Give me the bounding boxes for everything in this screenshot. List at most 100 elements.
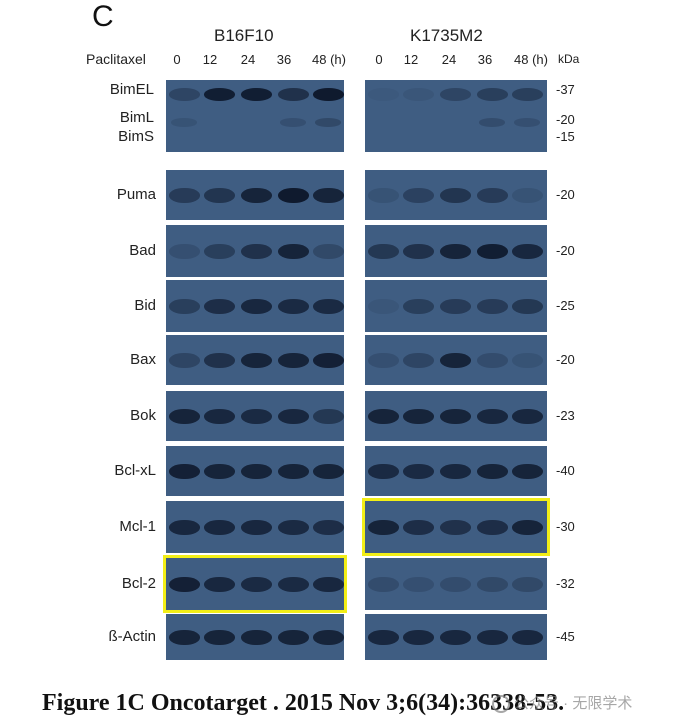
wechat-logo-icon bbox=[492, 695, 510, 714]
band bbox=[240, 408, 272, 424]
protein-label: BimL bbox=[119, 109, 154, 126]
timepoint-label: 48 (h) bbox=[514, 52, 548, 67]
band bbox=[203, 243, 235, 259]
protein-label: Bax bbox=[130, 351, 156, 368]
band bbox=[402, 408, 434, 424]
band bbox=[277, 576, 309, 592]
band bbox=[476, 576, 508, 592]
mw-marker: -25 bbox=[556, 298, 575, 313]
band bbox=[312, 187, 344, 203]
band bbox=[367, 352, 399, 368]
band bbox=[511, 243, 543, 259]
band bbox=[511, 519, 543, 535]
band bbox=[312, 352, 344, 368]
band bbox=[240, 352, 272, 368]
band bbox=[312, 463, 344, 479]
protein-label: Mcl-1 bbox=[119, 518, 156, 535]
band bbox=[402, 576, 434, 592]
band bbox=[367, 576, 399, 592]
band bbox=[511, 576, 543, 592]
protein-label: Bid bbox=[134, 297, 156, 314]
band bbox=[168, 243, 200, 259]
blot-actin-b16f10 bbox=[166, 614, 344, 660]
band bbox=[367, 629, 399, 645]
timepoint-label: 12 bbox=[202, 52, 218, 67]
band bbox=[439, 463, 471, 479]
kda-header: kDa bbox=[558, 52, 580, 66]
band bbox=[439, 352, 471, 368]
band bbox=[439, 576, 471, 592]
timepoint-label: 48 (h) bbox=[312, 52, 346, 67]
band bbox=[312, 243, 344, 259]
timepoint-label: 12 bbox=[403, 52, 419, 67]
blot-bcl-2-b16f10 bbox=[166, 558, 344, 610]
band bbox=[240, 629, 272, 645]
blot-bok-b16f10 bbox=[166, 391, 344, 441]
band bbox=[476, 352, 508, 368]
band bbox=[367, 298, 399, 314]
band bbox=[277, 87, 309, 101]
protein-label: Bcl-2 bbox=[121, 575, 156, 592]
band bbox=[439, 519, 471, 535]
band bbox=[312, 519, 344, 535]
band bbox=[476, 298, 508, 314]
band bbox=[479, 117, 505, 127]
protein-label: BimS bbox=[118, 128, 154, 145]
band bbox=[511, 187, 543, 203]
band bbox=[312, 408, 344, 424]
protein-label: BimEL bbox=[109, 81, 154, 98]
mw-marker: -23 bbox=[556, 408, 575, 423]
band bbox=[511, 352, 543, 368]
mw-marker: -20 bbox=[556, 112, 575, 127]
blot-bcl-xl-b16f10 bbox=[166, 446, 344, 496]
band bbox=[168, 519, 200, 535]
band bbox=[280, 117, 306, 127]
band bbox=[277, 519, 309, 535]
band bbox=[277, 408, 309, 424]
band bbox=[402, 352, 434, 368]
band bbox=[277, 629, 309, 645]
band bbox=[203, 629, 235, 645]
band bbox=[367, 87, 399, 101]
band bbox=[511, 87, 543, 101]
mw-marker: -45 bbox=[556, 629, 575, 644]
blot-mcl-1-k1735m2 bbox=[365, 501, 547, 553]
band bbox=[476, 187, 508, 203]
band bbox=[402, 243, 434, 259]
band bbox=[203, 87, 235, 101]
band bbox=[277, 298, 309, 314]
highlight-box bbox=[163, 555, 347, 613]
timepoint-label: 36 bbox=[477, 52, 493, 67]
protein-label: Bcl-xL bbox=[114, 462, 156, 479]
band bbox=[168, 463, 200, 479]
band bbox=[476, 629, 508, 645]
band bbox=[168, 298, 200, 314]
band bbox=[439, 187, 471, 203]
mw-marker: -32 bbox=[556, 576, 575, 591]
band bbox=[203, 352, 235, 368]
treatment-label: Paclitaxel bbox=[86, 51, 146, 67]
band bbox=[439, 87, 471, 101]
band bbox=[511, 629, 543, 645]
mw-marker: -37 bbox=[556, 82, 575, 97]
blot-bad-k1735m2 bbox=[365, 225, 547, 277]
mw-marker: -20 bbox=[556, 352, 575, 367]
band bbox=[168, 87, 200, 101]
blot-bad-b16f10 bbox=[166, 225, 344, 277]
band bbox=[476, 408, 508, 424]
band bbox=[171, 117, 197, 127]
band bbox=[367, 463, 399, 479]
protein-label: ß-Actin bbox=[108, 628, 156, 645]
band bbox=[240, 463, 272, 479]
band bbox=[168, 408, 200, 424]
band bbox=[277, 463, 309, 479]
blot-puma-b16f10 bbox=[166, 170, 344, 220]
band bbox=[402, 519, 434, 535]
protein-label: Bok bbox=[130, 407, 156, 424]
band bbox=[476, 243, 508, 259]
timepoint-label: 36 bbox=[276, 52, 292, 67]
band bbox=[439, 298, 471, 314]
band bbox=[240, 298, 272, 314]
timepoint-label: 0 bbox=[375, 52, 383, 67]
band bbox=[203, 408, 235, 424]
